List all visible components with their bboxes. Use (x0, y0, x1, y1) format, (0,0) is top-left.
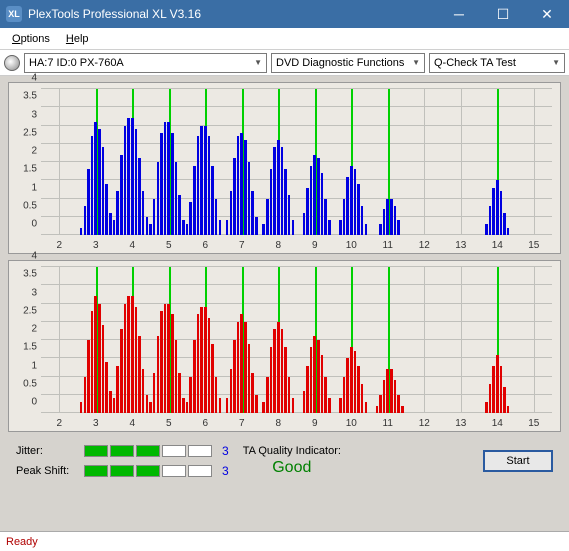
ta-quality: TA Quality Indicator: Good (243, 445, 341, 477)
window-title: PlexTools Professional XL V3.16 (28, 7, 437, 21)
chart-bottom: 00.511.522.533.5423456789101112131415 (8, 260, 561, 432)
status-text: Ready (6, 536, 38, 548)
drive-select-label: HA:7 ID:0 PX-760A (29, 57, 124, 69)
menu-options[interactable]: Options (4, 31, 58, 47)
peakshift-value: 3 (222, 464, 229, 478)
test-select-label: Q-Check TA Test (434, 57, 516, 69)
menubar: Options Help (0, 28, 569, 50)
chevron-down-icon: ▼ (412, 58, 420, 67)
titlebar: XL PlexTools Professional XL V3.16 ─ ☐ ✕ (0, 0, 569, 28)
metrics-panel: Jitter: 3 Peak Shift: 3 TA Quality Indic… (8, 438, 561, 484)
maximize-button[interactable]: ☐ (481, 0, 525, 28)
app-icon: XL (6, 6, 22, 22)
jitter-meter (84, 445, 212, 457)
jitter-value: 3 (222, 444, 229, 458)
statusbar: Ready (0, 531, 569, 551)
chart-area: 00.511.522.533.5423456789101112131415 00… (0, 76, 569, 531)
close-button[interactable]: ✕ (525, 0, 569, 28)
peakshift-row: Peak Shift: 3 (16, 464, 229, 478)
ta-quality-label: TA Quality Indicator: (243, 445, 341, 457)
menu-help[interactable]: Help (58, 31, 97, 47)
chart-top: 00.511.522.533.5423456789101112131415 (8, 82, 561, 254)
peakshift-label: Peak Shift: (16, 465, 78, 477)
toolbar: HA:7 ID:0 PX-760A ▼ DVD Diagnostic Functi… (0, 50, 569, 76)
chevron-down-icon: ▼ (254, 58, 262, 67)
chevron-down-icon: ▼ (552, 58, 560, 67)
jitter-row: Jitter: 3 (16, 444, 229, 458)
test-select[interactable]: Q-Check TA Test ▼ (429, 53, 565, 73)
function-select[interactable]: DVD Diagnostic Functions ▼ (271, 53, 425, 73)
peakshift-meter (84, 465, 212, 477)
drive-icon (4, 55, 20, 71)
drive-select[interactable]: HA:7 ID:0 PX-760A ▼ (24, 53, 267, 73)
jitter-label: Jitter: (16, 445, 78, 457)
start-button[interactable]: Start (483, 450, 553, 472)
function-select-label: DVD Diagnostic Functions (276, 57, 404, 69)
ta-quality-value: Good (272, 459, 311, 477)
minimize-button[interactable]: ─ (437, 0, 481, 28)
